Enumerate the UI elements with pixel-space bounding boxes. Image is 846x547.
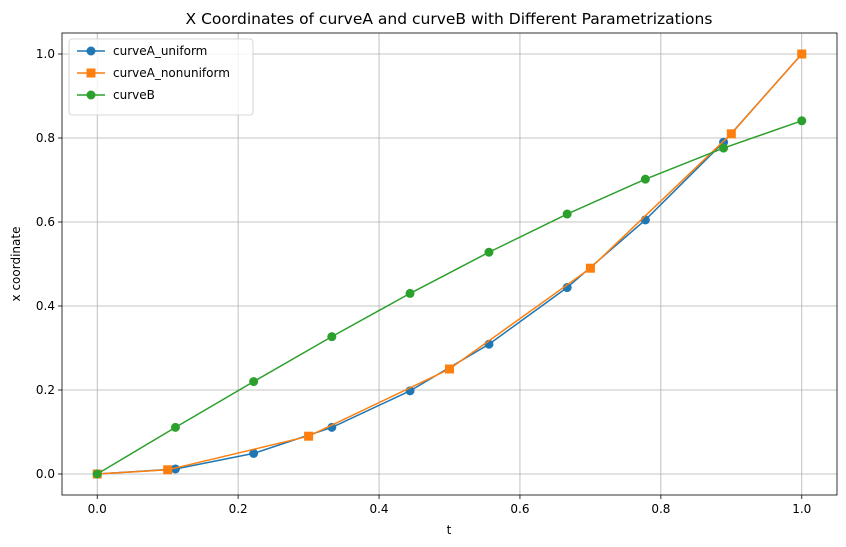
data-point xyxy=(327,422,337,432)
data-point xyxy=(640,174,650,184)
data-point xyxy=(445,364,454,374)
y-tick-label: 0.8 xyxy=(36,131,55,145)
y-axis-label: x coordinate xyxy=(9,227,23,302)
y-tick-label: 0.2 xyxy=(36,383,55,397)
legend-marker xyxy=(86,90,96,100)
data-point xyxy=(719,143,729,153)
data-point xyxy=(726,129,736,139)
y-tick-label: 0.0 xyxy=(36,467,55,481)
grid xyxy=(62,33,837,495)
x-tick-label: 0.0 xyxy=(88,502,107,516)
data-point xyxy=(797,116,807,126)
data-point xyxy=(405,288,415,298)
data-point xyxy=(92,469,102,479)
data-point xyxy=(327,332,337,342)
legend-item: curveA_uniform xyxy=(77,44,207,58)
legend-item: curveA_nonuniform xyxy=(77,66,230,80)
ticks: 0.0 0.2 0.4 0.6 0.8 1.0 0.0 0.2 0.4 0.6 0.8 1.0 xyxy=(36,47,811,516)
legend-item: curveB xyxy=(77,88,155,102)
x-axis-label: t xyxy=(447,523,452,537)
chart-title: X Coordinates of curveA and curveB with … xyxy=(186,10,713,28)
legend-label: curveA_nonuniform xyxy=(113,66,230,80)
legend-box xyxy=(68,38,254,116)
data-point xyxy=(484,247,494,257)
y-tick-label: 0.6 xyxy=(36,215,55,229)
data-point xyxy=(249,377,259,387)
series-layer xyxy=(92,49,807,479)
data-point xyxy=(797,49,807,59)
legend-label: curveB xyxy=(113,88,155,102)
data-point xyxy=(249,448,259,458)
y-tick-label: 1.0 xyxy=(36,47,55,61)
data-point xyxy=(170,422,180,432)
x-tick-label: 0.6 xyxy=(510,502,529,516)
plot-frame xyxy=(61,32,838,496)
x-tick-label: 0.4 xyxy=(369,502,388,516)
data-point xyxy=(585,263,595,273)
x-tick-label: 0.2 xyxy=(229,502,248,516)
legend-marker xyxy=(86,68,96,78)
x-tick-label: 0.8 xyxy=(651,502,670,516)
data-point xyxy=(562,283,572,293)
legend-label: curveA_uniform xyxy=(113,44,207,58)
x-tick-label: 1.0 xyxy=(792,502,811,516)
series-curveB xyxy=(92,116,807,479)
data-point xyxy=(304,431,314,441)
data-point xyxy=(562,209,572,219)
legend: curveA_uniform curveA_nonuniform curveB xyxy=(68,38,254,116)
series-line xyxy=(96,120,803,475)
y-tick-label: 0.4 xyxy=(36,299,55,313)
legend-marker xyxy=(86,46,96,56)
data-point xyxy=(163,465,173,475)
